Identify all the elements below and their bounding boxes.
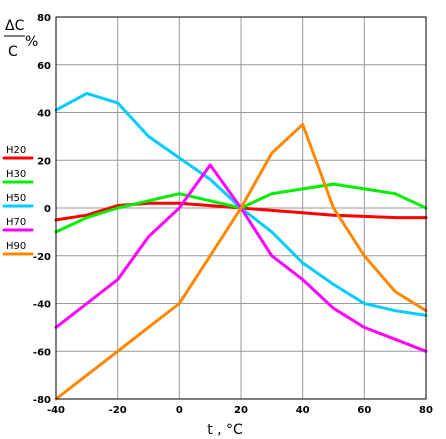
- y-axis-label: ΔC C %: [4, 18, 38, 60]
- legend-label-h70: H70: [6, 217, 26, 228]
- y-tick-label: 80: [37, 13, 51, 24]
- y-tick-label: 40: [37, 109, 51, 120]
- legend: H20 H30 H50 H70 H90: [2, 145, 34, 256]
- legend-label-h50: H50: [6, 193, 26, 204]
- y-tick-label: 20: [37, 156, 51, 167]
- x-tick-label: 40: [296, 405, 310, 416]
- legend-label-h30: H30: [6, 169, 26, 180]
- y-tick-label: -20: [33, 252, 51, 263]
- x-axis-label: t , °C: [207, 422, 243, 438]
- y-tick-label: -60: [33, 347, 51, 358]
- y-tick-label: -80: [33, 395, 51, 406]
- y-tick-labels: 80 60 40 20 0 -20 -40 -60 -80: [33, 13, 51, 406]
- legend-label-h90: H90: [6, 241, 26, 252]
- y-tick-label: 0: [44, 204, 51, 215]
- x-tick-label: 20: [234, 405, 248, 416]
- series-group: [54, 91, 428, 401]
- x-tick-label: 60: [357, 405, 371, 416]
- y-tick-label: -40: [33, 300, 51, 311]
- y-axis-label-denominator: C: [8, 44, 18, 60]
- x-tick-labels: -40 -20 0 20 40 60 80: [47, 405, 433, 416]
- x-tick-label: -40: [47, 405, 65, 416]
- x-tick-label: -20: [109, 405, 127, 416]
- legend-label-h20: H20: [6, 145, 26, 156]
- y-axis-label-unit: %: [25, 34, 38, 50]
- x-tick-label: 0: [176, 405, 183, 416]
- plot-frame: [55, 16, 427, 400]
- y-axis-label-numerator: ΔC: [5, 18, 25, 34]
- y-tick-label: 60: [37, 61, 51, 72]
- x-tick-label: 80: [419, 405, 433, 416]
- series-line-h90: [54, 122, 428, 401]
